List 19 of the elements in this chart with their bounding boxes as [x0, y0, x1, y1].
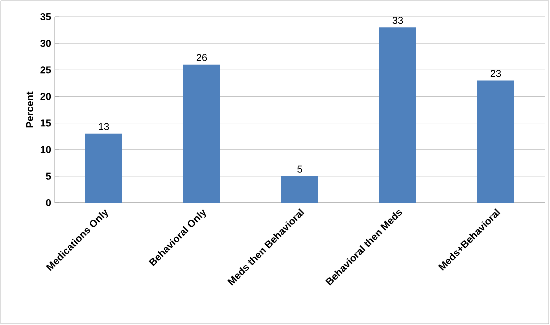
y-tick-label: 20 — [40, 93, 52, 100]
bar — [282, 176, 318, 203]
bar — [380, 28, 416, 203]
data-label: 33 — [392, 17, 404, 24]
data-label: 26 — [196, 54, 208, 62]
y-tick-label: 30 — [40, 40, 52, 48]
y-tick-label: 0 — [46, 199, 52, 207]
data-label: 23 — [490, 70, 502, 78]
y-tick-label: 35 — [40, 13, 52, 21]
y-axis-title: Percent — [26, 92, 34, 128]
bar — [478, 80, 514, 203]
data-label: 5 — [298, 166, 302, 173]
bar — [184, 64, 220, 203]
y-tick-label: 25 — [40, 66, 52, 74]
y-tick-label: 5 — [46, 172, 52, 180]
data-label: 13 — [99, 123, 110, 130]
bar — [86, 134, 122, 203]
y-tick-label: 10 — [40, 146, 52, 154]
y-tick-label: 15 — [40, 120, 52, 127]
